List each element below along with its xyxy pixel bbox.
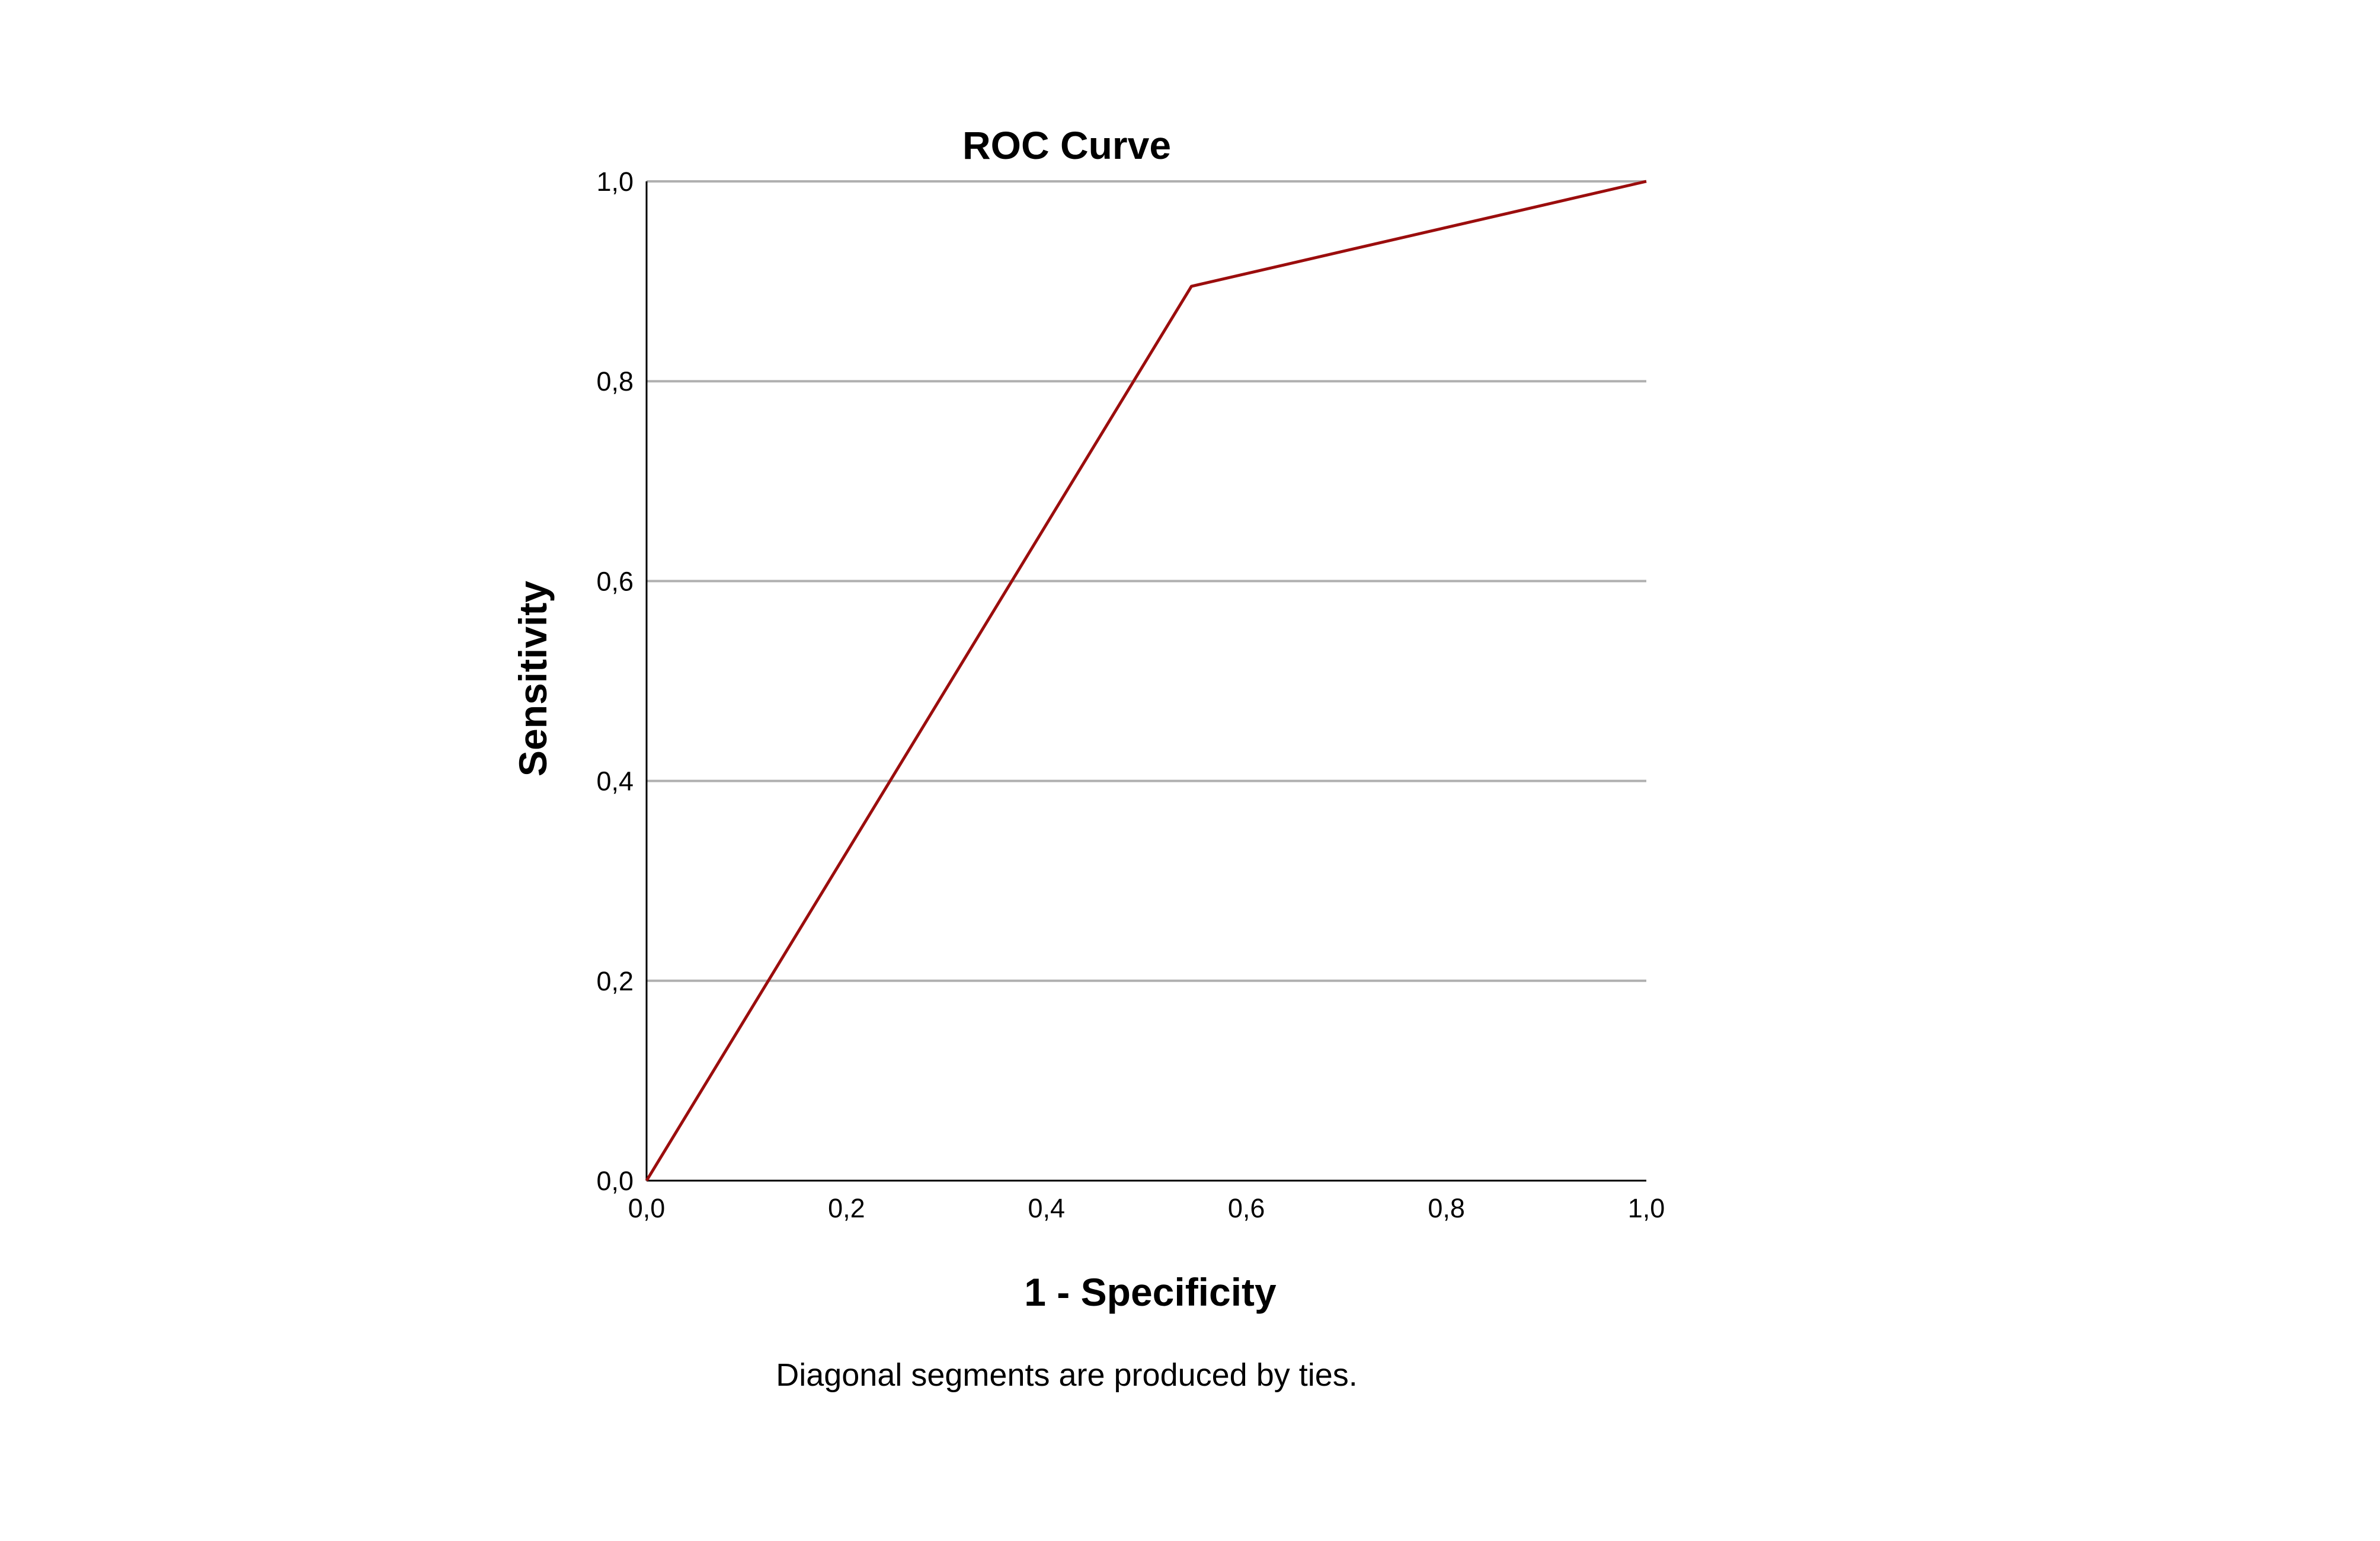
x-axis-title: 1 - Specificity [1024,1270,1277,1314]
y-axis-ticks: 0,0 0,2 0,4 0,6 0,8 1,0 [596,167,634,1196]
y-tick-label: 0,0 [596,1166,634,1196]
y-tick-label: 1,0 [596,167,634,197]
x-tick-label: 1,0 [1628,1193,1665,1223]
series-group [645,180,1647,1182]
x-tick-label: 0,6 [1228,1193,1265,1223]
x-tick-label: 0,2 [828,1193,865,1223]
series-line-roc [645,180,1647,1182]
x-tick-label: 0,0 [628,1193,666,1223]
y-tick-label: 0,2 [596,966,634,996]
y-tick-label: 0,6 [596,566,634,596]
x-axis-ticks: 0,0 0,2 0,4 0,6 0,8 1,0 [628,1193,1665,1223]
y-tick-label: 0,8 [596,366,634,397]
y-axis-title: Sensitivity [511,581,555,776]
x-tick-label: 0,8 [1428,1193,1465,1223]
chart-footnote: Diagonal segments are produced by ties. [776,1357,1358,1393]
x-tick-label: 0,4 [1028,1193,1066,1223]
chart-title: ROC Curve [962,123,1171,167]
y-tick-label: 0,4 [596,766,634,797]
gridlines [647,180,1646,982]
